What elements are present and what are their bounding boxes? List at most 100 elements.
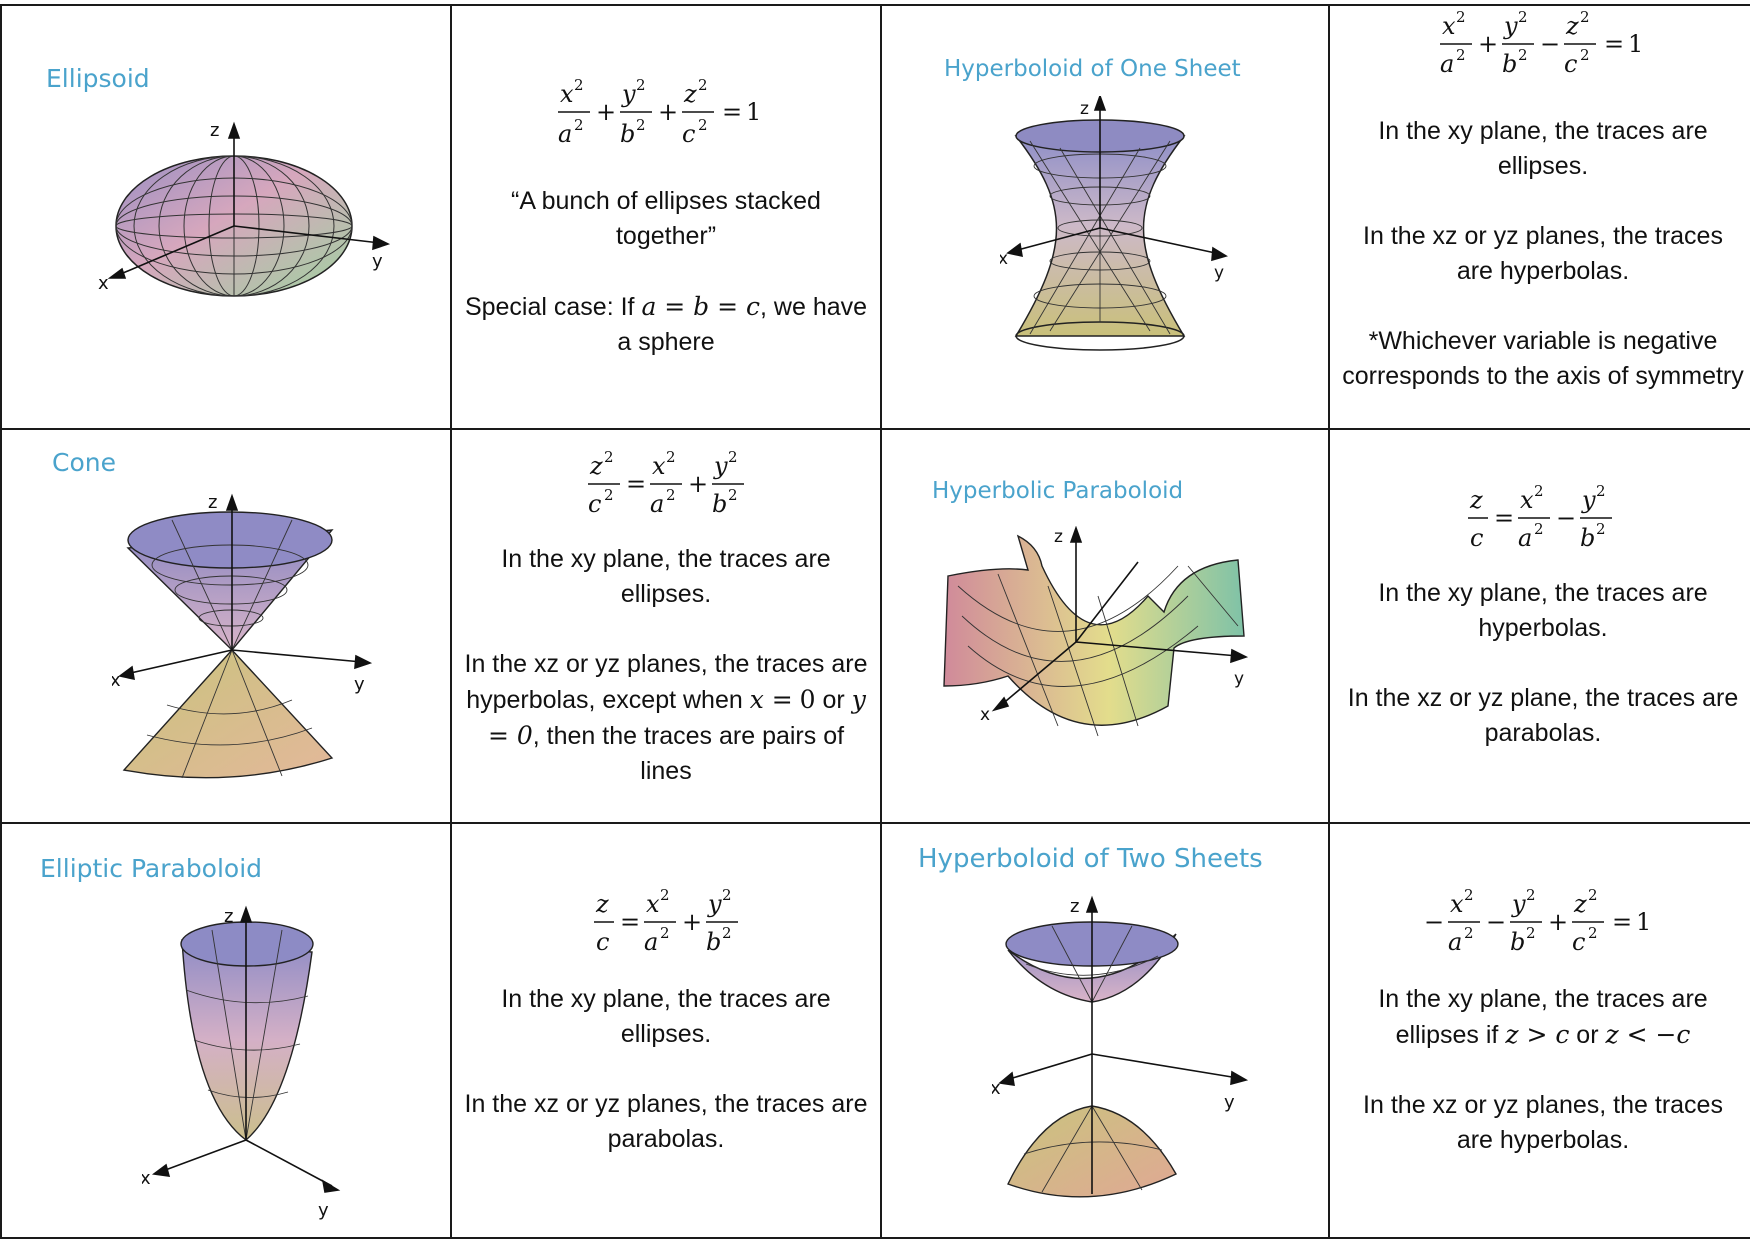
svg-text:=: = [1612, 908, 1632, 936]
svg-text:b: b [1502, 50, 1517, 78]
svg-text:2: 2 [1526, 886, 1536, 904]
svg-text:z: z [683, 80, 697, 108]
svg-text:2: 2 [1588, 924, 1598, 942]
table-row: Elliptic Paraboloid [0, 822, 1750, 1239]
svg-text:1: 1 [746, 98, 761, 126]
svg-text:2: 2 [1456, 46, 1466, 64]
hyperboloid-two-title: Hyperboloid of Two Sheets [918, 844, 1263, 874]
svg-text:x: x [560, 80, 574, 108]
y-axis-label: y [1224, 1092, 1235, 1113]
svg-text:+: + [658, 98, 678, 126]
elliptic-paraboloid-description: In the xy plane, the traces are ellipses… [452, 982, 880, 1157]
svg-text:2: 2 [728, 448, 738, 466]
svg-text:2: 2 [666, 448, 676, 466]
y-axis-label: y [354, 674, 365, 695]
svg-text:2: 2 [574, 76, 584, 94]
cone-desc-1: In the xy plane, the traces are ellipses… [501, 545, 831, 608]
svg-text:a: a [1448, 928, 1462, 956]
ellipsoid-surface-plot: z x y [98, 120, 391, 297]
svg-text:a: a [1440, 50, 1454, 78]
ellipsoid-desc-2: Special case: If a = b = c, we have a sp… [464, 292, 868, 356]
svg-text:2: 2 [574, 116, 584, 134]
svg-text:c: c [1470, 524, 1483, 552]
svg-text:2: 2 [698, 116, 708, 134]
svg-text:2: 2 [660, 886, 670, 904]
saddle-axes [991, 526, 1249, 712]
svg-text:1: 1 [1636, 908, 1651, 936]
y-axis-label: y [1234, 669, 1244, 689]
ellipsoid-desc-1: “A bunch of ellipses stacked together” [511, 187, 821, 250]
svg-text:2: 2 [636, 76, 646, 94]
z-axis-label: z [1054, 527, 1063, 547]
svg-text:2: 2 [1588, 886, 1598, 904]
svg-text:+: + [596, 98, 616, 126]
table-row: Ellipsoid [0, 4, 1750, 430]
elliptic-paraboloid-axes [151, 905, 341, 1193]
svg-text:2: 2 [1464, 924, 1474, 942]
svg-text:a: a [1518, 524, 1532, 552]
svg-text:+: + [1548, 908, 1568, 936]
svg-text:a: a [558, 120, 572, 148]
svg-text:2: 2 [604, 486, 614, 504]
svg-text:=: = [620, 908, 640, 936]
svg-text:y: y [1503, 12, 1518, 40]
hyperboloid-one-title: Hyperboloid of One Sheet [944, 56, 1241, 82]
x-axis-label: x [980, 705, 990, 725]
x-axis-label: x [1000, 249, 1008, 269]
svg-text:y: y [621, 80, 636, 108]
elliptic-paraboloid-desc-1: In the xy plane, the traces are ellipses… [501, 985, 831, 1048]
elliptic-paraboloid-desc-2: In the xz or yz planes, the traces are p… [464, 1090, 868, 1153]
cone-desc-2: In the xz or yz planes, the traces are h… [464, 650, 868, 785]
svg-text:+: + [1478, 30, 1498, 58]
x-axis-label: x [98, 273, 109, 294]
svg-text:−: − [1540, 30, 1560, 58]
math-z-lt-neg-c: z < −c [1605, 1020, 1691, 1049]
hyperbolic-paraboloid-description: In the xy plane, the traces are hyperbol… [1330, 576, 1750, 751]
svg-text:y: y [1581, 486, 1596, 514]
saddle-mesh [957, 565, 1239, 737]
ellipsoid-description: “A bunch of ellipses stacked together” S… [452, 184, 880, 360]
svg-text:c: c [682, 120, 695, 148]
elliptic-paraboloid-title: Elliptic Paraboloid [40, 854, 263, 883]
svg-text:2: 2 [1456, 8, 1466, 26]
svg-text:=: = [626, 470, 646, 498]
svg-text:2: 2 [1580, 8, 1590, 26]
elliptic-paraboloid-figure-cell: Elliptic Paraboloid [0, 822, 452, 1239]
svg-text:z: z [1573, 890, 1587, 918]
ellipsoid-axes [107, 121, 391, 279]
svg-text:b: b [1510, 928, 1525, 956]
svg-text:2: 2 [660, 924, 670, 942]
z-axis-label: z [1070, 896, 1079, 917]
ellipsoid-title: Ellipsoid [46, 64, 150, 93]
table-row: Cone [0, 428, 1750, 824]
saddle-body [943, 534, 1245, 726]
svg-text:c: c [588, 490, 601, 518]
cone-surface-plot: z x y [112, 492, 373, 779]
svg-text:2: 2 [666, 486, 676, 504]
svg-text:2: 2 [698, 76, 708, 94]
svg-text:2: 2 [1518, 46, 1528, 64]
z-axis-label: z [224, 906, 233, 927]
math-a-b-c: a = b = c [641, 292, 761, 321]
z-axis-label: z [208, 492, 217, 513]
svg-text:b: b [620, 120, 635, 148]
svg-text:z: z [1469, 486, 1483, 514]
z-axis-label: z [210, 120, 219, 141]
svg-text:b: b [1580, 524, 1595, 552]
svg-text:2: 2 [636, 116, 646, 134]
cone-figure-cell: Cone [0, 428, 452, 824]
svg-text:b: b [712, 490, 727, 518]
upper-sheet [1007, 933, 1177, 1003]
svg-text:x: x [652, 452, 666, 480]
x-axis-label: x [112, 670, 121, 691]
svg-text:b: b [706, 928, 721, 956]
svg-text:2: 2 [728, 486, 738, 504]
ellipsoid-figure-cell: Ellipsoid [0, 4, 452, 430]
hyperbolic-paraboloid-desc-2: In the xz or yz plane, the traces are pa… [1347, 684, 1739, 747]
